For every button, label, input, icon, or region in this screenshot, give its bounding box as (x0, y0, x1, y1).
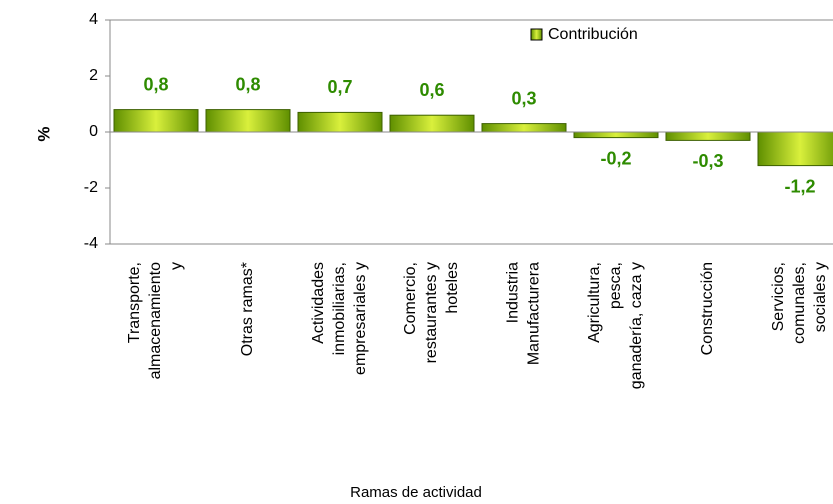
bar (297, 111, 383, 133)
data-label: 0,8 (143, 74, 168, 94)
x-tick-label: Actividades (310, 262, 327, 344)
x-tick-label: hoteles (444, 262, 461, 314)
y-tick-label: -2 (84, 179, 98, 196)
y-tick-label: -4 (84, 235, 98, 252)
x-tick-label: Servicios, (770, 262, 787, 331)
data-label: 0,3 (511, 88, 536, 108)
x-tick-label: Comercio, (402, 262, 419, 335)
bar (205, 109, 291, 133)
bar (573, 131, 659, 139)
y-tick-label: 4 (89, 11, 98, 28)
data-label: -1,2 (784, 176, 815, 196)
x-tick-label: almacenamiento (147, 262, 164, 380)
x-tick-label: Industria (505, 262, 522, 323)
x-tick-label: Otras ramas* (239, 262, 256, 356)
x-tick-label: pesca, (607, 262, 624, 309)
bar (757, 131, 833, 167)
x-tick-label: Agricultura, (586, 262, 603, 343)
bar (665, 131, 751, 141)
x-tick-label: empresariales y (352, 262, 369, 375)
data-label: -0,2 (600, 148, 631, 168)
data-label: 0,6 (419, 80, 444, 100)
legend-label: Contribución (548, 26, 638, 43)
x-tick-label: Transporte, (126, 262, 143, 343)
x-tick-label: comunales, (791, 262, 808, 344)
x-tick-label: Construcción (699, 262, 716, 355)
x-axis-title: Ramas de actividad (350, 484, 482, 501)
legend-box (520, 22, 675, 46)
legend-swatch (530, 28, 543, 41)
x-tick-label: y (168, 262, 185, 270)
x-tick-label: inmobiliarias, (331, 262, 348, 355)
data-label: 0,8 (235, 74, 260, 94)
data-label: -0,3 (692, 151, 723, 171)
bar (389, 114, 475, 133)
y-tick-label: 0 (89, 123, 98, 140)
x-tick-label: restaurantes y (423, 262, 440, 363)
bar (481, 123, 567, 133)
x-tick-label: Manufacturera (526, 262, 543, 365)
x-tick-label: ganadería, caza y (628, 262, 645, 389)
y-axis-title: % (34, 126, 53, 141)
y-tick-label: 2 (89, 67, 98, 84)
x-tick-label: sociales y (812, 262, 829, 332)
bar (113, 109, 199, 133)
data-label: 0,7 (327, 77, 352, 97)
